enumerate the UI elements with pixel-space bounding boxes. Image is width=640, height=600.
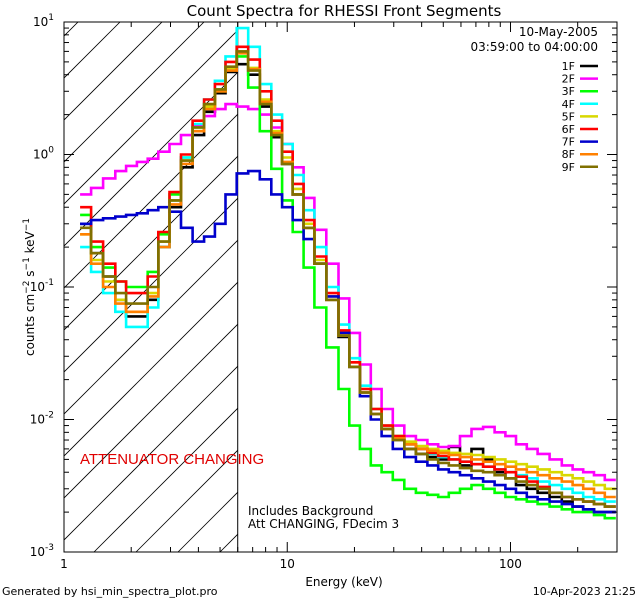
note-attenuator: Att CHANGING, FDecim 3: [248, 517, 399, 531]
hatch-line: [64, 197, 238, 373]
hatch-line: [64, 155, 238, 331]
hatch-line: [64, 365, 238, 541]
hatch-line: [64, 22, 79, 37]
hatch-line: [346, 0, 640, 552]
legend-label-5f: 5F: [562, 110, 575, 123]
attenuator-label: ATTENUATOR CHANGING: [80, 451, 264, 468]
y-tick-label: 100: [33, 146, 54, 162]
series-line-3f: [80, 55, 616, 520]
time-range-label: 03:59:00 to 04:00:00: [471, 40, 598, 54]
footer-timestamp: 10-Apr-2023 21:25: [533, 585, 636, 598]
y-tick-label: 10-3: [30, 543, 54, 559]
hatch-line: [64, 29, 238, 205]
hatch-line: [64, 113, 238, 289]
chart-title: Count Spectra for RHESSI Front Segments: [187, 2, 502, 20]
note-background: Includes Background: [248, 504, 373, 518]
date-label: 10-May-2005: [519, 25, 598, 39]
x-tick-label: 10: [280, 557, 295, 571]
hatch-line: [0, 0, 24, 552]
x-tick-label: 100: [499, 557, 522, 571]
legend-label-9f: 9F: [562, 161, 575, 174]
legend-label-8f: 8F: [562, 148, 575, 161]
y-tick-label: 10-1: [30, 278, 54, 294]
y-axis-label: counts cm−2 s−1 keV−1: [22, 218, 37, 356]
legend-label-7f: 7F: [562, 136, 575, 149]
series-line-6f: [80, 45, 616, 508]
x-axis-label: Energy (keV): [305, 575, 382, 589]
footer-generator: Generated by hsi_min_spectra_plot.pro: [2, 585, 218, 598]
legend-label-4f: 4F: [562, 98, 575, 111]
hatch-line: [64, 323, 238, 499]
hatch-line: [64, 239, 238, 415]
legend-label-6f: 6F: [562, 123, 575, 136]
series-line-5f: [80, 50, 616, 491]
legend-label-3f: 3F: [562, 85, 575, 98]
hatch-line: [64, 22, 205, 163]
legend-label-2f: 2F: [562, 73, 575, 86]
x-tick-label: 1: [60, 557, 68, 571]
hatch-line: [64, 22, 163, 121]
series-layer: [80, 26, 616, 520]
series-line-2f: [80, 102, 616, 482]
y-tick-label: 10-2: [30, 411, 54, 427]
hatch-line: [135, 449, 238, 552]
y-axis-ticks: 10-3 10-2 10-1 100 101: [30, 13, 617, 559]
series-line-1f: [80, 62, 616, 514]
series-line-4f: [80, 26, 616, 503]
hatch-line: [93, 407, 238, 552]
legend-label-1f: 1F: [562, 60, 575, 73]
series-line-9f: [80, 50, 616, 508]
x-axis-ticks: 1 10 100: [60, 22, 618, 571]
y-tick-label: 101: [33, 13, 54, 29]
